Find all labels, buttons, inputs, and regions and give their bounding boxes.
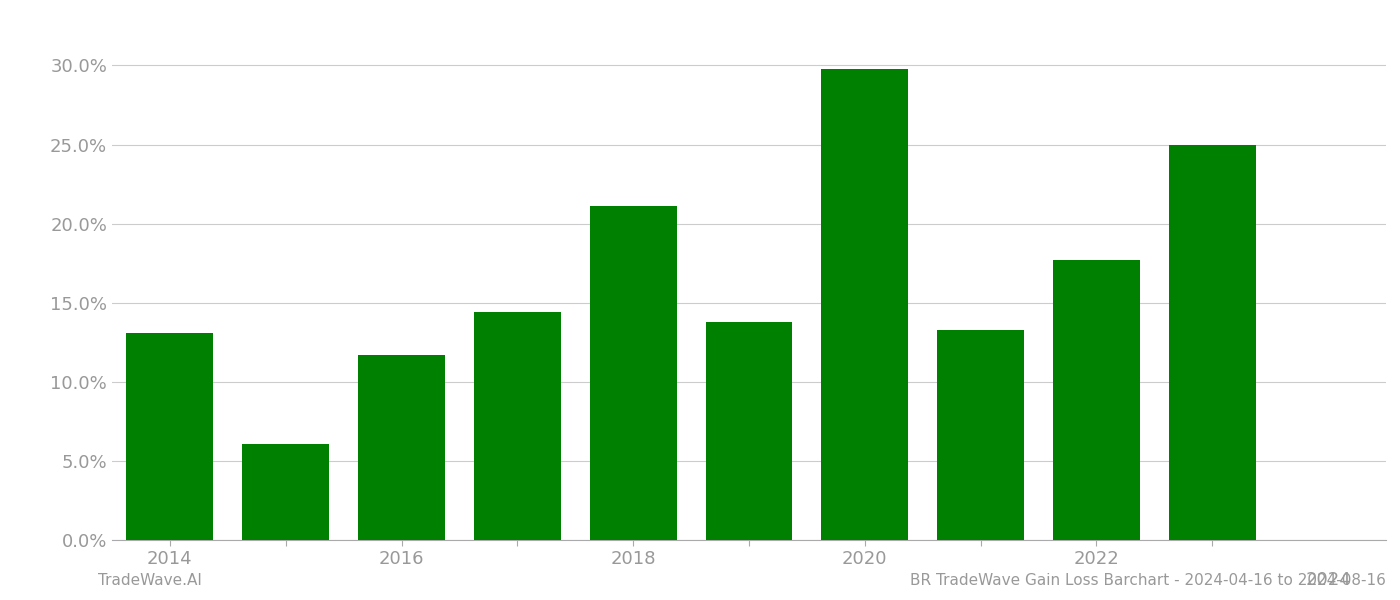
Bar	[822, 68, 909, 540]
Bar	[126, 333, 213, 540]
Bar	[1169, 145, 1256, 540]
Bar	[589, 206, 676, 540]
Text: 2024: 2024	[1305, 571, 1351, 589]
Bar	[937, 329, 1023, 540]
Text: TradeWave.AI: TradeWave.AI	[98, 573, 202, 588]
Bar	[358, 355, 445, 540]
Bar	[242, 443, 329, 540]
Bar	[706, 322, 792, 540]
Bar	[1053, 260, 1140, 540]
Text: BR TradeWave Gain Loss Barchart - 2024-04-16 to 2024-08-16: BR TradeWave Gain Loss Barchart - 2024-0…	[910, 573, 1386, 588]
Bar	[475, 312, 561, 540]
